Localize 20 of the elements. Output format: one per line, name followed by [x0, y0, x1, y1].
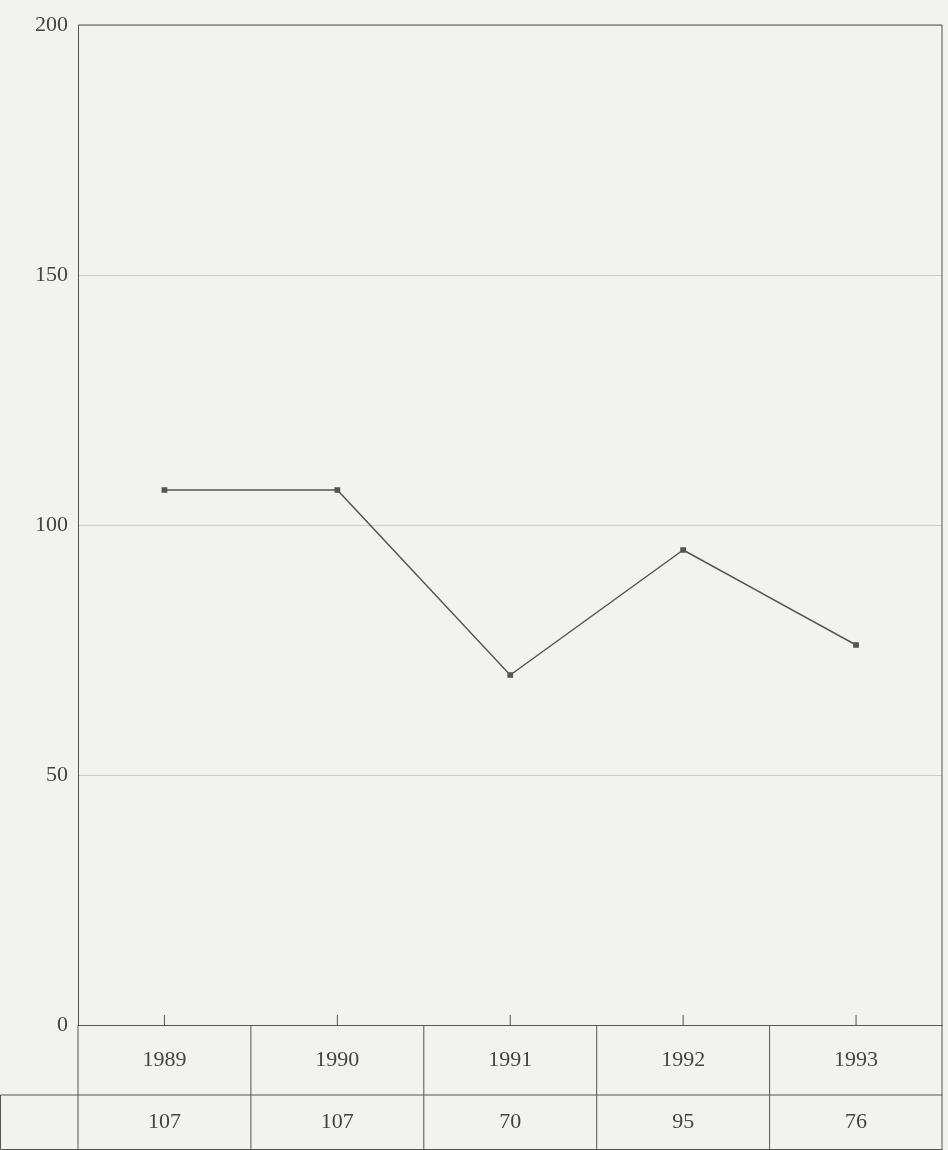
x-tick-label: 1991	[488, 1045, 533, 1071]
point	[680, 547, 687, 553]
x-tick-label: 1990	[315, 1045, 360, 1071]
y-tick-label: 150	[35, 260, 68, 286]
data-label: 107	[147, 1108, 181, 1134]
point	[334, 487, 341, 493]
point	[853, 642, 859, 648]
data-label: 76	[845, 1108, 868, 1134]
data-label: 95	[672, 1108, 695, 1134]
x-tick-label: 1992	[661, 1045, 706, 1071]
point	[161, 487, 168, 493]
x-tick-label: 1993	[834, 1045, 879, 1071]
y-tick-label: 200	[35, 10, 68, 36]
x-tick-label: 1989	[142, 1045, 187, 1071]
data-label: 107	[320, 1108, 354, 1134]
y-tick-label: 0	[57, 1010, 68, 1036]
point	[507, 672, 514, 678]
data-label: 70	[499, 1108, 522, 1134]
y-tick-label: 50	[46, 760, 68, 786]
y-tick-label: 100	[35, 510, 68, 536]
